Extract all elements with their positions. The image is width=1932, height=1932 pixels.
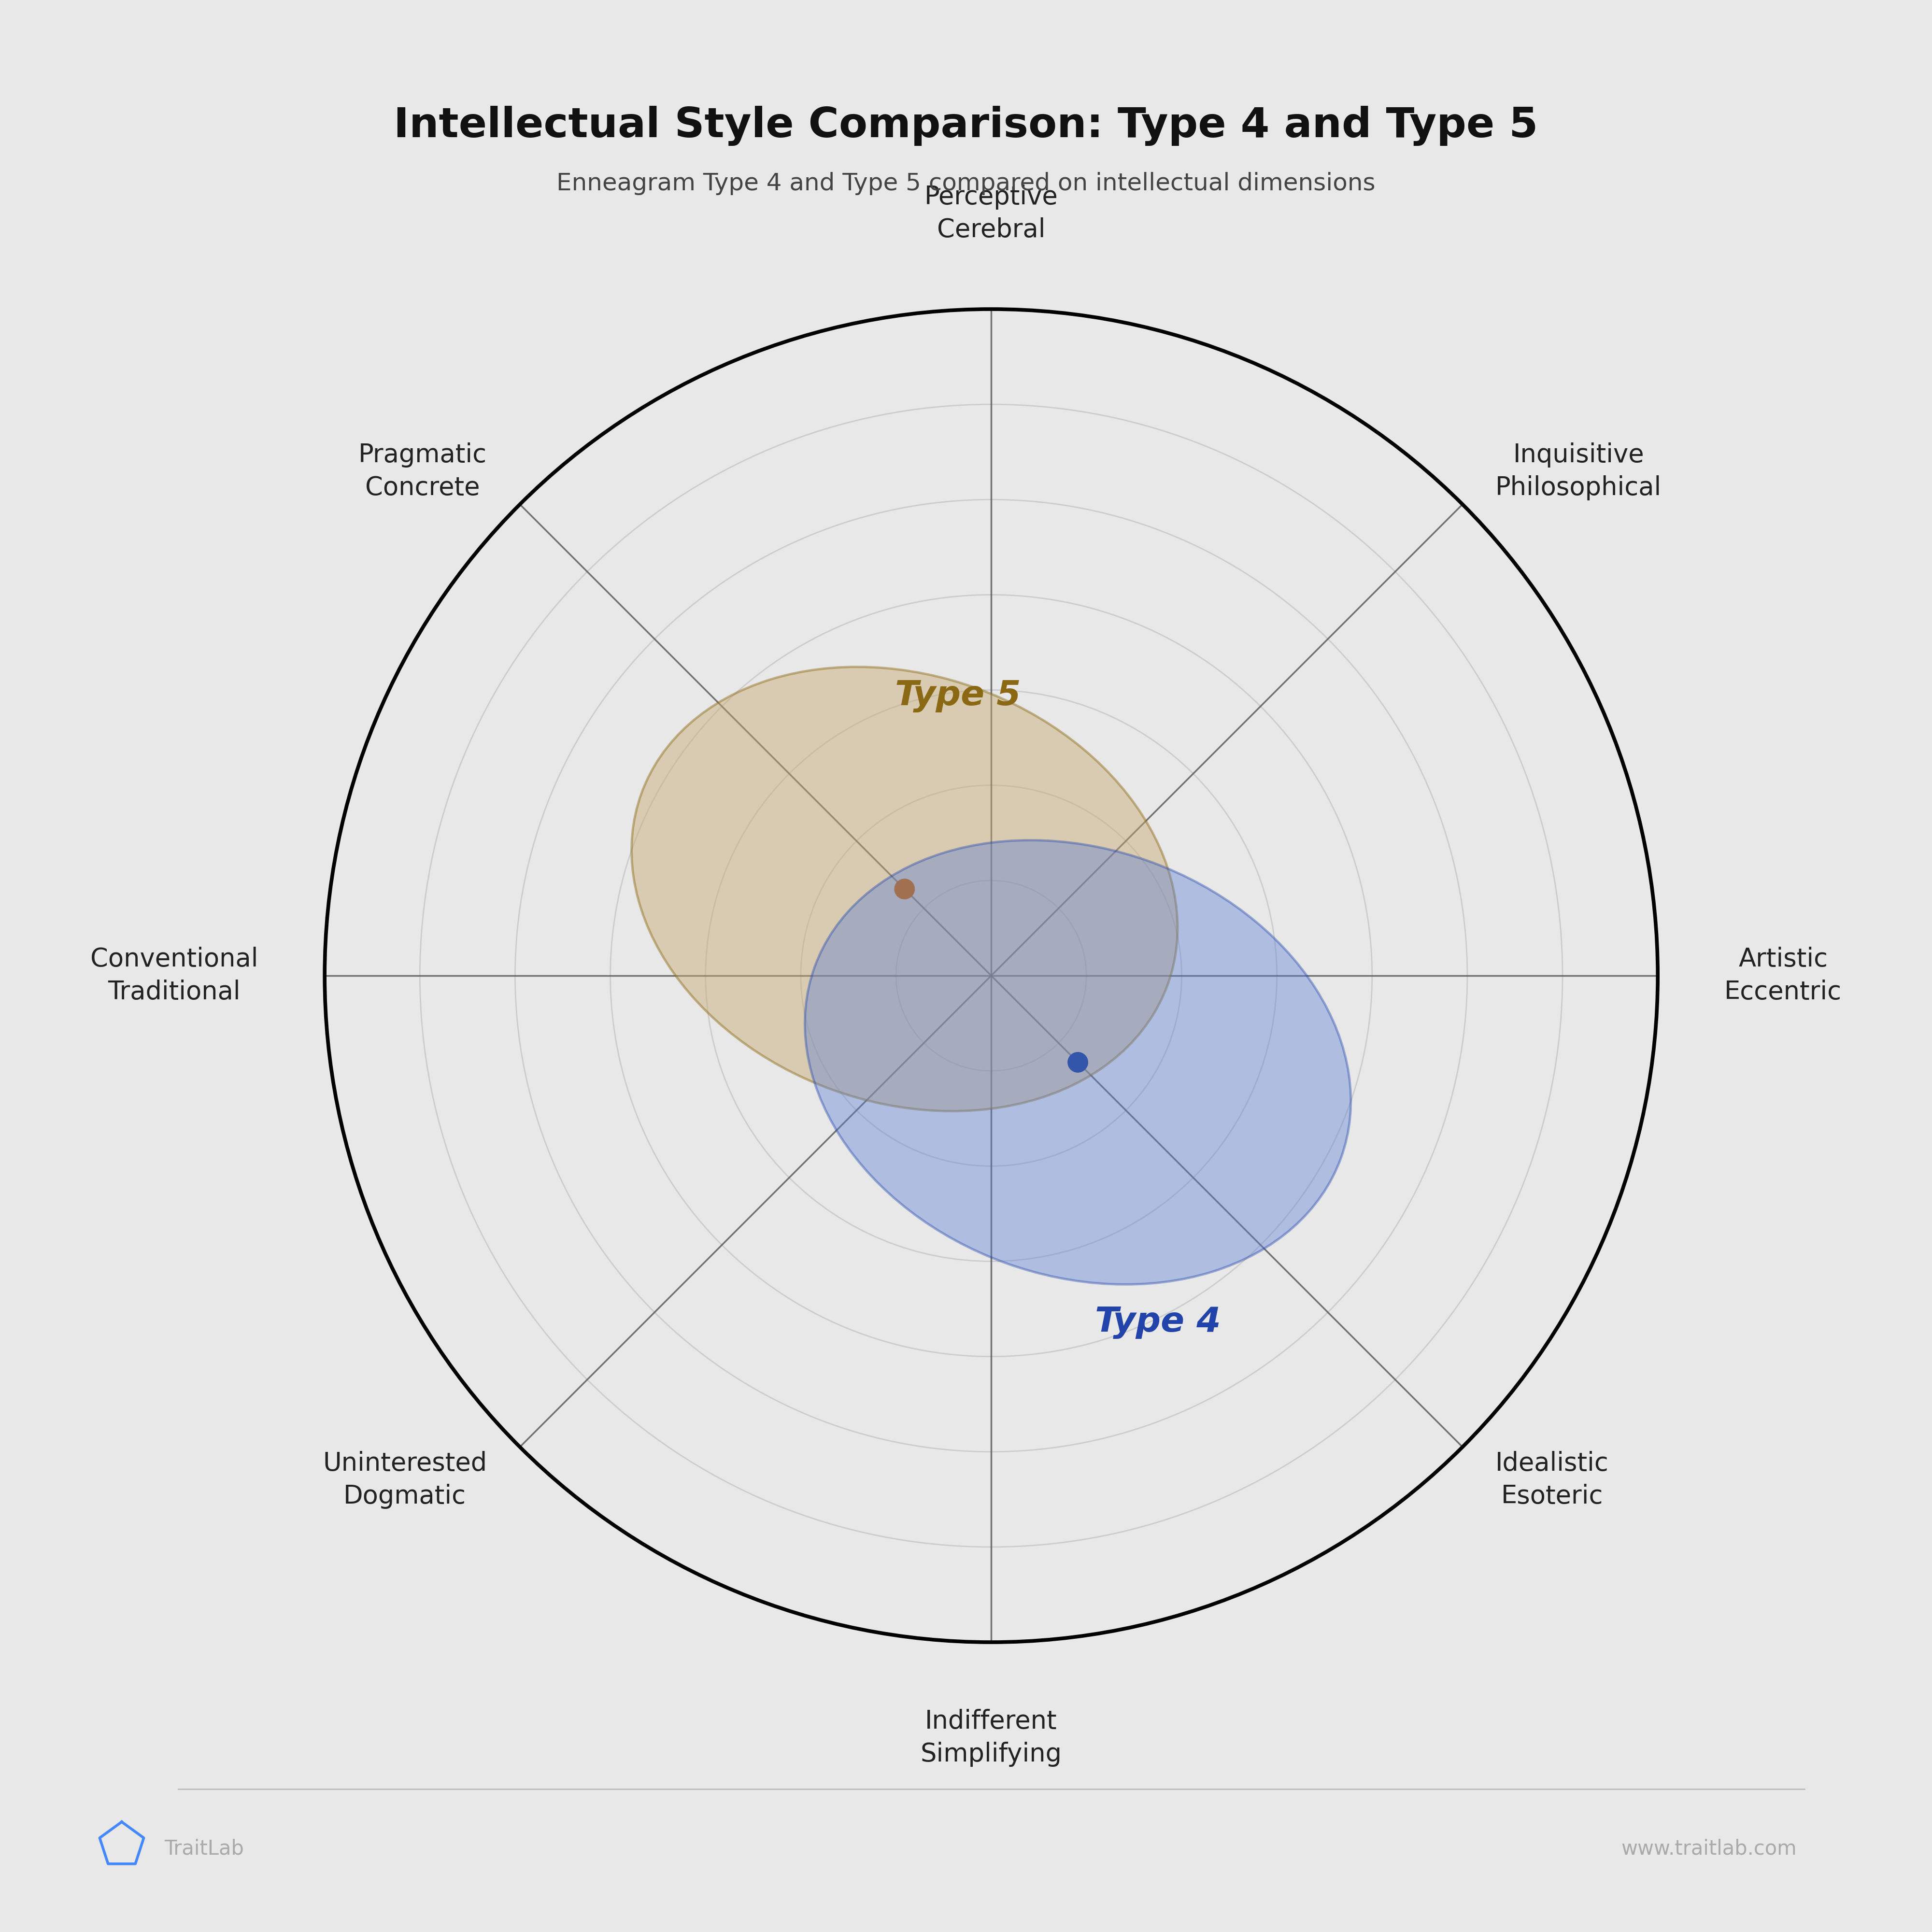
Ellipse shape (806, 840, 1350, 1285)
Text: Type 4: Type 4 (1095, 1306, 1221, 1339)
Text: Artistic
Eccentric: Artistic Eccentric (1725, 947, 1841, 1005)
Text: Intellectual Style Comparison: Type 4 and Type 5: Intellectual Style Comparison: Type 4 an… (394, 106, 1538, 145)
Text: www.traitlab.com: www.traitlab.com (1621, 1839, 1797, 1859)
Circle shape (1068, 1053, 1088, 1072)
Text: Idealistic
Esoteric: Idealistic Esoteric (1495, 1451, 1609, 1509)
Text: Uninterested
Dogmatic: Uninterested Dogmatic (323, 1451, 487, 1509)
Text: Enneagram Type 4 and Type 5 compared on intellectual dimensions: Enneagram Type 4 and Type 5 compared on … (556, 172, 1376, 195)
Text: Pragmatic
Concrete: Pragmatic Concrete (357, 442, 487, 500)
Text: TraitLab: TraitLab (164, 1839, 243, 1859)
Text: Inquisitive
Philosophical: Inquisitive Philosophical (1495, 442, 1662, 500)
Text: Type 5: Type 5 (895, 678, 1020, 713)
Text: Conventional
Traditional: Conventional Traditional (91, 947, 259, 1005)
Ellipse shape (632, 667, 1177, 1111)
Text: Indifferent
Simplifying: Indifferent Simplifying (920, 1710, 1063, 1768)
Circle shape (895, 879, 914, 898)
Text: Perceptive
Cerebral: Perceptive Cerebral (923, 184, 1059, 242)
